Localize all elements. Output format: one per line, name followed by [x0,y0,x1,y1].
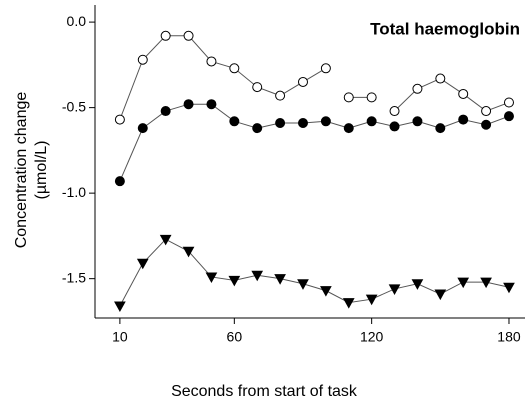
marker [275,90,286,101]
marker [435,73,446,84]
y-tick-label: 0.0 [67,13,87,29]
marker [229,63,240,74]
marker [228,275,241,287]
x-tick-label: 180 [497,329,521,345]
marker [366,92,377,103]
marker [297,279,309,290]
x-axis-label: Seconds from start of task [171,383,358,400]
y-axis-label: (µmol/L) [33,141,50,200]
marker [136,258,149,270]
marker [229,116,240,127]
y-tick-label: -1.5 [62,269,86,285]
x-tick-label: 120 [360,329,384,345]
marker [159,234,172,246]
marker [503,282,515,294]
y-axis-label: Concentration change [13,92,30,249]
chart-title: Total haemoglobin [370,19,520,38]
marker [389,121,400,132]
series-line [119,238,510,307]
marker [320,63,331,74]
marker [365,294,378,306]
marker [389,106,400,117]
marker [343,123,354,134]
marker [412,116,423,127]
marker [480,277,492,289]
marker [160,106,171,117]
marker [206,56,217,67]
marker [183,30,194,41]
marker [320,286,332,297]
marker [114,114,125,125]
marker [274,274,286,285]
marker [206,99,217,110]
y-tick-label: -1.0 [62,184,86,200]
marker [252,82,263,93]
x-tick-label: 10 [112,329,128,345]
marker [297,76,308,87]
marker [137,123,148,134]
marker [503,111,514,122]
marker [481,106,492,117]
marker [252,123,263,134]
marker [275,118,286,129]
marker [183,99,194,110]
x-tick-label: 60 [227,329,243,345]
marker [366,116,377,127]
series-line [394,77,510,112]
marker [342,298,355,309]
y-tick-label: -0.5 [62,98,86,114]
marker [137,54,148,65]
marker [458,114,469,125]
marker [320,116,331,127]
marker [297,118,308,129]
marker [182,246,195,258]
marker [435,123,446,134]
marker [457,277,470,289]
marker [458,88,469,99]
series-line [119,103,510,182]
marker [343,92,354,103]
marker [411,279,424,290]
marker [160,30,171,41]
marker [412,83,423,94]
marker [434,289,447,301]
series-line [119,35,327,120]
marker [205,272,218,283]
marker [388,284,401,295]
marker [251,270,264,282]
marker [114,301,126,313]
marker [503,97,514,108]
marker [114,176,125,187]
marker [481,119,492,130]
